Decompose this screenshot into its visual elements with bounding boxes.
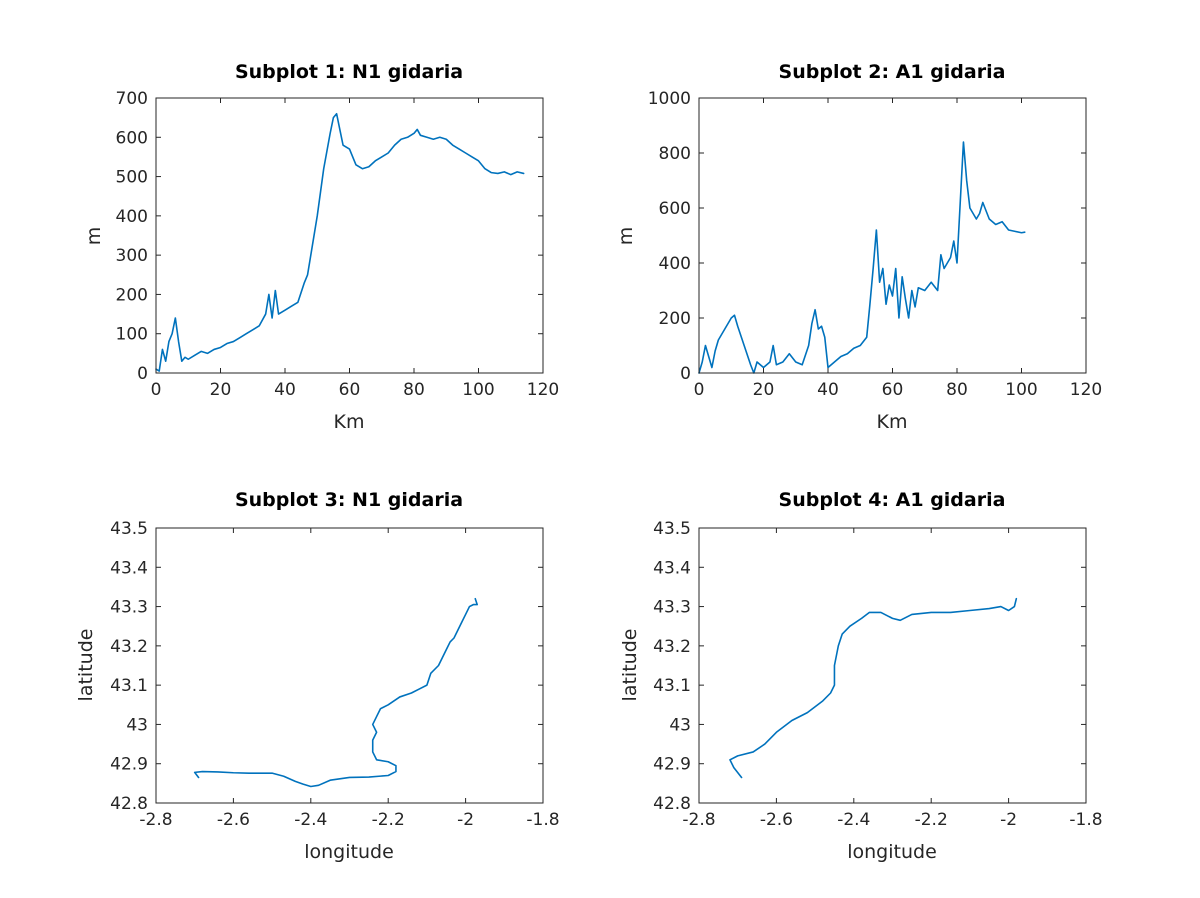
subplot-3-xtick-label: -2.2 xyxy=(372,810,405,830)
subplot-1-ytick-label: 500 xyxy=(116,168,148,188)
subplot-1-xtick-label: 40 xyxy=(274,380,296,400)
subplot-1-xtick-label: 120 xyxy=(527,380,559,400)
subplot-2-xtick-label: 100 xyxy=(1005,380,1037,400)
subplot-4: Subplot 4: A1 gidaria longitude latitude… xyxy=(619,489,1103,863)
subplot-4-ytick-label: 42.8 xyxy=(653,794,691,814)
subplot-1-xtick-label: 20 xyxy=(210,380,232,400)
subplot-1-xtick-label: 100 xyxy=(462,380,494,400)
subplot-4-series-line xyxy=(729,597,1018,779)
subplot-2-xtick-label: 80 xyxy=(946,380,968,400)
subplot-3-ylabel: latitude xyxy=(75,629,97,702)
subplot-3-series-line xyxy=(193,597,479,788)
subplot-3-title: Subplot 3: N1 gidaria xyxy=(235,489,463,511)
subplot-4-xtick-label: -1.8 xyxy=(1069,810,1102,830)
subplot-1: Subplot 1: N1 gidaria Km m 0 20 40 60 80 100 1… xyxy=(83,61,559,433)
subplot-2-ytick-label: 600 xyxy=(659,199,691,219)
subplot-3-ytick-label: 43.3 xyxy=(110,598,148,618)
subplot-2-xtick-label: 20 xyxy=(753,380,775,400)
subplot-3-axes-frame xyxy=(155,527,544,804)
subplot-1-xtick-label: 80 xyxy=(403,380,425,400)
subplot-4-axes-frame xyxy=(698,527,1087,804)
subplot-3-ytick-label: 42.9 xyxy=(110,755,148,775)
subplot-1-ytick-label: 0 xyxy=(137,364,148,384)
subplot-1-ytick-label: 300 xyxy=(116,246,148,266)
subplot-4-ytick-label: 43.4 xyxy=(653,558,691,578)
subplot-2-ytick-label: 1000 xyxy=(648,89,691,109)
subplot-2-ylabel: m xyxy=(615,227,637,246)
subplot-4-xlabel: longitude xyxy=(847,841,937,863)
subplot-4-ytick-label: 43.2 xyxy=(653,637,691,657)
subplot-3: Subplot 3: N1 gidaria longitude latitude… xyxy=(75,489,560,863)
subplot-1-ytick-label: 700 xyxy=(116,89,148,109)
subplot-3-xlabel: longitude xyxy=(304,841,394,863)
subplot-1-ytick-label: 200 xyxy=(116,285,148,305)
subplot-1-title: Subplot 1: N1 gidaria xyxy=(235,61,463,83)
subplot-1-ytick-label: 100 xyxy=(116,325,148,345)
subplot-2-series-line xyxy=(698,141,1026,374)
subplot-2-ytick-label: 400 xyxy=(659,254,691,274)
subplot-4-ytick-label: 43.5 xyxy=(653,519,691,539)
subplot-4-ytick-label: 42.9 xyxy=(653,755,691,775)
subplot-4-ytick-label: 43.3 xyxy=(653,598,691,618)
subplot-1-xtick-label: 0 xyxy=(151,380,162,400)
subplot-3-xtick-label: -2 xyxy=(457,810,474,830)
subplot-3-xtick-label: -2.8 xyxy=(139,810,172,830)
subplot-1-xlabel: Km xyxy=(334,411,365,433)
subplot-2-title: Subplot 2: A1 gidaria xyxy=(779,61,1006,83)
subplot-2: Subplot 2: A1 gidaria Km m 0 20 40 60 80 100 1… xyxy=(615,61,1102,433)
subplot-2-ytick-label: 800 xyxy=(659,144,691,164)
subplot-2-xtick-label: 40 xyxy=(817,380,839,400)
subplot-1-ylabel: m xyxy=(83,227,105,246)
subplot-2-ytick-label: 0 xyxy=(680,364,691,384)
subplot-4-title: Subplot 4: A1 gidaria xyxy=(779,489,1006,511)
subplot-2-xtick-label: 120 xyxy=(1070,380,1102,400)
subplot-2-xtick-label: 0 xyxy=(694,380,705,400)
subplot-3-ytick-label: 43.4 xyxy=(110,558,148,578)
subplot-1-ytick-label: 400 xyxy=(116,207,148,227)
subplot-3-ytick-label: 43.1 xyxy=(110,676,148,696)
subplot-4-xtick-label: -2.8 xyxy=(682,810,715,830)
subplot-3-xtick-label: -2.6 xyxy=(217,810,250,830)
subplot-3-xtick-label: -1.8 xyxy=(526,810,559,830)
subplot-1-xtick-label: 60 xyxy=(339,380,361,400)
subplot-1-series-line xyxy=(155,112,525,372)
subplot-3-ytick-label: 42.8 xyxy=(110,794,148,814)
subplot-4-ytick-label: 43 xyxy=(669,715,691,735)
subplot-3-ytick-label: 43.5 xyxy=(110,519,148,539)
subplot-3-ytick-label: 43.2 xyxy=(110,637,148,657)
subplot-4-ylabel: latitude xyxy=(619,629,641,702)
subplot-4-xtick-label: -2 xyxy=(1000,810,1017,830)
subplot-2-ytick-label: 200 xyxy=(659,309,691,329)
subplot-2-xlabel: Km xyxy=(877,411,908,433)
subplot-4-xtick-label: -2.6 xyxy=(760,810,793,830)
subplot-3-xtick-label: -2.4 xyxy=(294,810,327,830)
subplot-2-xtick-label: 60 xyxy=(882,380,904,400)
subplot-4-ytick-label: 43.1 xyxy=(653,676,691,696)
subplot-3-ytick-label: 43 xyxy=(126,715,148,735)
subplot-4-xtick-label: -2.2 xyxy=(915,810,948,830)
subplot-4-xtick-label: -2.4 xyxy=(837,810,870,830)
subplot-1-ytick-label: 600 xyxy=(116,128,148,148)
